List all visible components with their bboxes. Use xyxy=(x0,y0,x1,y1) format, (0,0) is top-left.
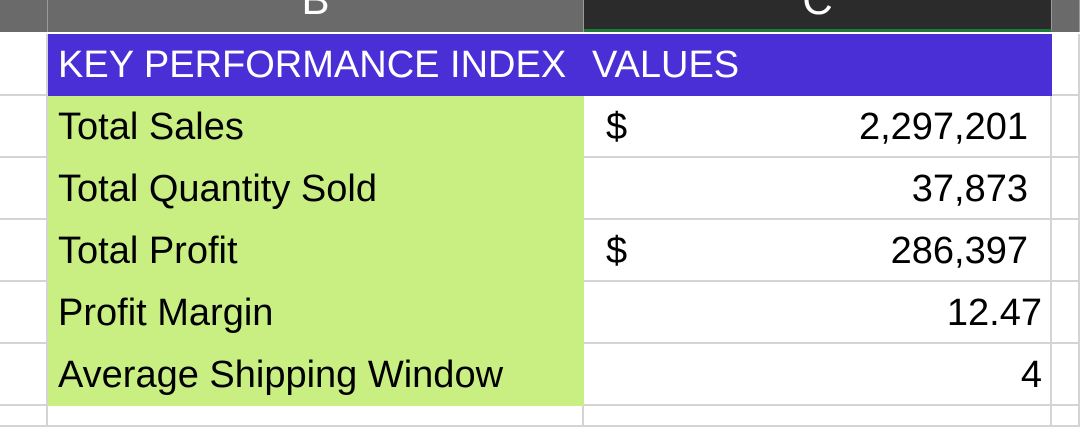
values-header-cell[interactable]: VALUES xyxy=(584,34,1052,96)
cell-d-blank[interactable] xyxy=(1052,344,1080,406)
column-header-c[interactable]: C xyxy=(584,0,1052,32)
kpi-label-cell[interactable]: Total Profit xyxy=(48,220,584,282)
kpi-value-cell[interactable]: $ 286,397 xyxy=(584,220,1052,282)
cell-a-blank[interactable] xyxy=(0,34,48,96)
cell-d-blank[interactable] xyxy=(1052,282,1080,344)
cell-a-blank[interactable] xyxy=(0,406,48,427)
table-row: Average Shipping Window 4 xyxy=(0,344,1080,406)
kpi-label-cell[interactable]: Average Shipping Window xyxy=(48,344,584,406)
kpi-value: 37,873 xyxy=(911,168,1028,210)
kpi-value-cell[interactable]: 12.47 xyxy=(584,282,1052,344)
cell-a-blank[interactable] xyxy=(0,220,48,282)
currency-symbol: $ xyxy=(606,230,628,272)
table-row: Total Quantity Sold 37,873 xyxy=(0,158,1080,220)
kpi-value: 12.47 xyxy=(946,292,1042,334)
column-header-d[interactable] xyxy=(1052,0,1080,32)
cell-a-blank[interactable] xyxy=(0,96,48,158)
kpi-label-cell[interactable]: Profit Margin xyxy=(48,282,584,344)
column-header-b[interactable]: B xyxy=(48,0,584,32)
cell-d-blank[interactable] xyxy=(1052,34,1080,96)
cell-c-blank[interactable] xyxy=(584,406,1052,427)
cell-d-blank[interactable] xyxy=(1052,220,1080,282)
column-header-b-label: B xyxy=(48,0,583,22)
kpi-header-cell[interactable]: KEY PERFORMANCE INDEX xyxy=(48,34,584,96)
kpi-value: 286,397 xyxy=(890,230,1028,272)
cell-d-blank[interactable] xyxy=(1052,158,1080,220)
kpi-label-cell[interactable]: Total Quantity Sold xyxy=(48,158,584,220)
cell-a-blank[interactable] xyxy=(0,158,48,220)
cell-a-blank[interactable] xyxy=(0,344,48,406)
currency-symbol: $ xyxy=(606,106,628,148)
kpi-value: 2,297,201 xyxy=(858,106,1028,148)
kpi-value-cell[interactable]: 4 xyxy=(584,344,1052,406)
empty-row xyxy=(0,406,1080,427)
column-header-c-label: C xyxy=(584,0,1051,22)
column-header-bar: B C xyxy=(0,0,1080,32)
cell-a-blank[interactable] xyxy=(0,282,48,344)
cell-d-blank[interactable] xyxy=(1052,406,1080,427)
kpi-value-cell[interactable]: 37,873 xyxy=(584,158,1052,220)
table-row: Total Sales $ 2,297,201 xyxy=(0,96,1080,158)
table-row: Profit Margin 12.47 xyxy=(0,282,1080,344)
column-header-a[interactable] xyxy=(0,0,48,32)
cell-d-blank[interactable] xyxy=(1052,96,1080,158)
kpi-label-cell[interactable]: Total Sales xyxy=(48,96,584,158)
kpi-value: 4 xyxy=(1020,354,1042,396)
table-row: Total Profit $ 286,397 xyxy=(0,220,1080,282)
kpi-value-cell[interactable]: $ 2,297,201 xyxy=(584,96,1052,158)
table-header-row: KEY PERFORMANCE INDEX VALUES xyxy=(0,34,1080,96)
cell-b-blank[interactable] xyxy=(48,406,584,427)
